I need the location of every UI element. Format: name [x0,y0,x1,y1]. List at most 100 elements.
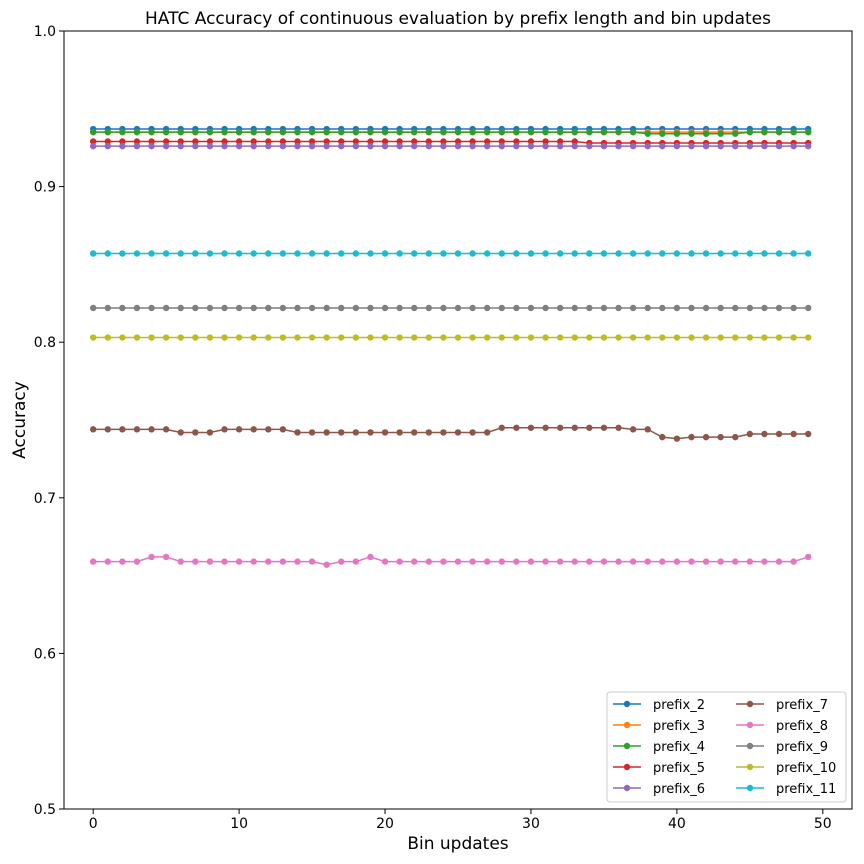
data-point-prefix-8 [440,558,447,565]
data-point-prefix-9 [206,304,214,312]
data-point-prefix-9 [221,304,228,312]
data-point-prefix-11 [221,250,228,257]
data-point-prefix-4 [673,130,681,137]
data-point-prefix-11 [586,250,593,257]
data-point-prefix-9 [396,304,403,312]
x-axis-ticks: 0 10 20 30 40 50 [89,809,832,832]
legend-marker [623,784,631,792]
data-point-prefix-7 [688,433,695,441]
legend-label: prefix_10 [776,761,836,776]
data-point-prefix-11 [148,250,155,257]
y-tick-label: 1.0 [34,24,56,40]
data-point-prefix-10 [542,334,549,341]
legend-item-prefix-5: prefix_5 [613,761,705,776]
data-point-prefix-5 [89,138,97,145]
data-point-prefix-8 [454,558,462,565]
data-point-prefix-6 [761,142,768,150]
data-point-prefix-10 [148,334,155,341]
data-point-prefix-5 [235,138,243,145]
data-point-prefix-7 [513,424,520,431]
data-point-prefix-10 [732,334,739,341]
data-point-prefix-8 [411,558,418,565]
data-point-prefix-7 [659,433,666,441]
data-point-prefix-10 [323,334,330,341]
data-point-prefix-4 [644,130,651,137]
data-point-prefix-8 [294,558,301,565]
data-point-prefix-11 [673,250,681,257]
data-point-prefix-9 [498,304,505,312]
data-point-prefix-5 [104,138,111,145]
data-point-prefix-5 [206,138,214,145]
data-point-prefix-11 [352,250,360,257]
data-point-prefix-9 [235,304,243,312]
data-point-prefix-4 [104,128,111,136]
legend: prefix_2 prefix_3 prefix_4 prefix_5 prefix_6… [606,691,847,803]
data-point-prefix-6 [192,142,199,150]
x-tick-label: 40 [668,816,686,832]
data-point-prefix-8 [761,558,768,565]
data-point-prefix-9 [338,304,345,312]
data-point-prefix-9 [148,304,155,312]
data-point-prefix-6 [571,142,578,150]
legend-marker [746,700,754,708]
data-point-prefix-6 [469,142,476,150]
data-point-prefix-6 [556,142,564,150]
data-point-prefix-5 [265,138,272,145]
data-point-prefix-6 [381,142,389,150]
data-point-prefix-8 [702,558,710,565]
data-point-prefix-8 [206,558,214,565]
data-point-prefix-11 [206,250,214,257]
data-point-prefix-9 [89,304,97,312]
data-point-prefix-8 [119,558,126,565]
data-point-prefix-10 [571,334,578,341]
x-tick-label: 20 [376,816,394,832]
series-prefix-6 [89,142,812,150]
data-point-prefix-10 [119,334,126,341]
data-point-prefix-8 [615,558,622,565]
data-point-prefix-10 [629,334,637,341]
legend-item-prefix-2: prefix_2 [613,698,705,713]
data-point-prefix-8 [308,558,316,565]
data-point-prefix-4 [235,128,243,136]
legend-item-prefix-10: prefix_10 [736,761,836,776]
plot-frame [63,30,853,810]
data-point-prefix-6 [162,142,170,150]
data-point-prefix-4 [148,128,155,136]
data-point-prefix-5 [483,138,491,145]
data-point-prefix-10 [235,334,243,341]
data-point-prefix-7 [411,429,418,436]
data-point-prefix-11 [250,250,257,257]
data-point-prefix-8 [644,558,651,565]
data-point-prefix-7 [308,429,316,436]
data-point-prefix-11 [513,250,520,257]
data-point-prefix-7 [746,430,754,438]
data-point-prefix-4 [352,128,360,136]
series-prefix-10 [89,334,812,341]
data-point-prefix-7 [425,429,433,436]
data-point-prefix-11 [162,250,170,257]
data-point-prefix-8 [162,553,170,561]
legend-label: prefix_3 [653,719,705,734]
data-point-prefix-9 [454,304,462,312]
data-point-prefix-10 [308,334,316,341]
legend-label: prefix_5 [653,761,705,776]
data-point-prefix-8 [279,558,287,565]
data-point-prefix-10 [586,334,593,341]
data-point-prefix-5 [498,138,505,145]
data-point-prefix-6 [542,142,549,150]
data-point-prefix-7 [761,430,768,438]
data-point-prefix-7 [805,430,812,438]
data-point-prefix-7 [644,426,651,433]
legend-marker [746,721,754,729]
data-point-prefix-4 [659,130,666,137]
legend-marker [746,784,754,792]
data-point-prefix-11 [104,250,111,257]
data-point-prefix-8 [586,558,593,565]
data-point-prefix-6 [454,142,462,150]
data-point-prefix-7 [89,426,97,433]
data-point-prefix-11 [89,250,97,257]
data-point-prefix-11 [659,250,666,257]
data-point-prefix-6 [702,142,710,150]
data-point-prefix-4 [732,130,739,137]
data-point-prefix-7 [367,429,374,436]
